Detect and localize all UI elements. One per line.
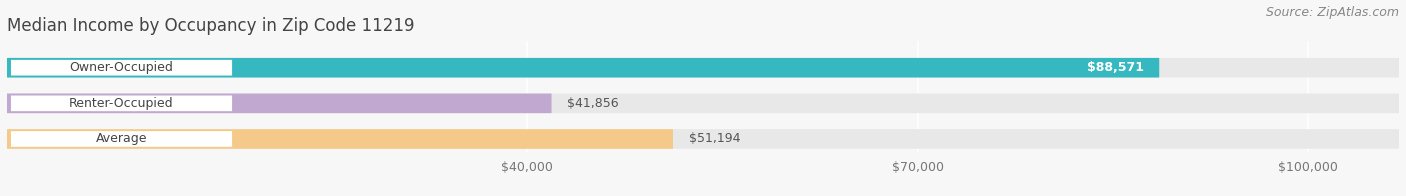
FancyBboxPatch shape [11,131,232,147]
FancyBboxPatch shape [7,93,551,113]
FancyBboxPatch shape [7,129,673,149]
FancyBboxPatch shape [7,58,1159,77]
Text: $88,571: $88,571 [1087,61,1143,74]
Text: Renter-Occupied: Renter-Occupied [69,97,174,110]
Text: Average: Average [96,132,148,145]
Text: Median Income by Occupancy in Zip Code 11219: Median Income by Occupancy in Zip Code 1… [7,17,415,35]
Text: $41,856: $41,856 [567,97,619,110]
Text: Source: ZipAtlas.com: Source: ZipAtlas.com [1265,6,1399,19]
Text: $51,194: $51,194 [689,132,740,145]
FancyBboxPatch shape [11,60,232,75]
FancyBboxPatch shape [11,95,232,111]
Text: Owner-Occupied: Owner-Occupied [69,61,173,74]
FancyBboxPatch shape [7,93,1399,113]
FancyBboxPatch shape [7,129,1399,149]
FancyBboxPatch shape [7,58,1399,77]
